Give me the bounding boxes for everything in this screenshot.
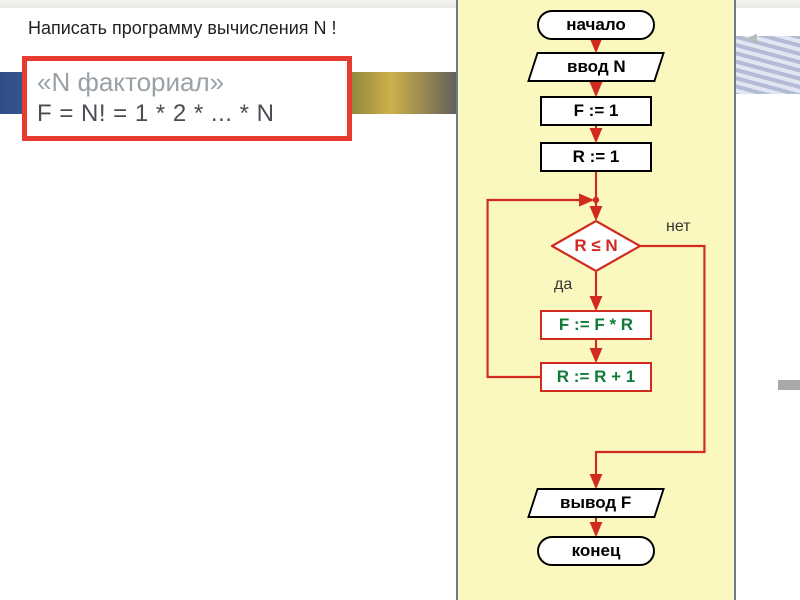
node-output-label: вывод F (560, 490, 631, 516)
formula-box: «N факториал» F = N! = 1 * 2 * ... * N (22, 56, 352, 141)
node-f-init: F := 1 (540, 96, 652, 126)
node-start: начало (537, 10, 655, 40)
formula-title: «N факториал» (37, 67, 337, 98)
node-input-label: ввод N (567, 54, 626, 80)
node-f-mul: F := F * R (540, 310, 652, 340)
node-r-init: R := 1 (540, 142, 652, 172)
formula-body: F = N! = 1 * 2 * ... * N (37, 100, 337, 128)
task-heading: Написать программу вычисления N ! (28, 18, 337, 39)
label-yes: да (554, 276, 572, 294)
label-no: нет (666, 218, 691, 236)
node-input: ввод N (527, 52, 665, 82)
flowchart-panel: начало ввод N F := 1 R := 1 R ≤ N F := F… (456, 0, 736, 600)
slide-marker-icon: ◄ (744, 30, 760, 48)
node-output: вывод F (527, 488, 665, 518)
node-r-inc: R := R + 1 (540, 362, 652, 392)
node-condition-label: R ≤ N (551, 220, 641, 272)
node-condition: R ≤ N (551, 220, 641, 272)
side-tick-right (778, 380, 800, 390)
node-end: конец (537, 536, 655, 566)
